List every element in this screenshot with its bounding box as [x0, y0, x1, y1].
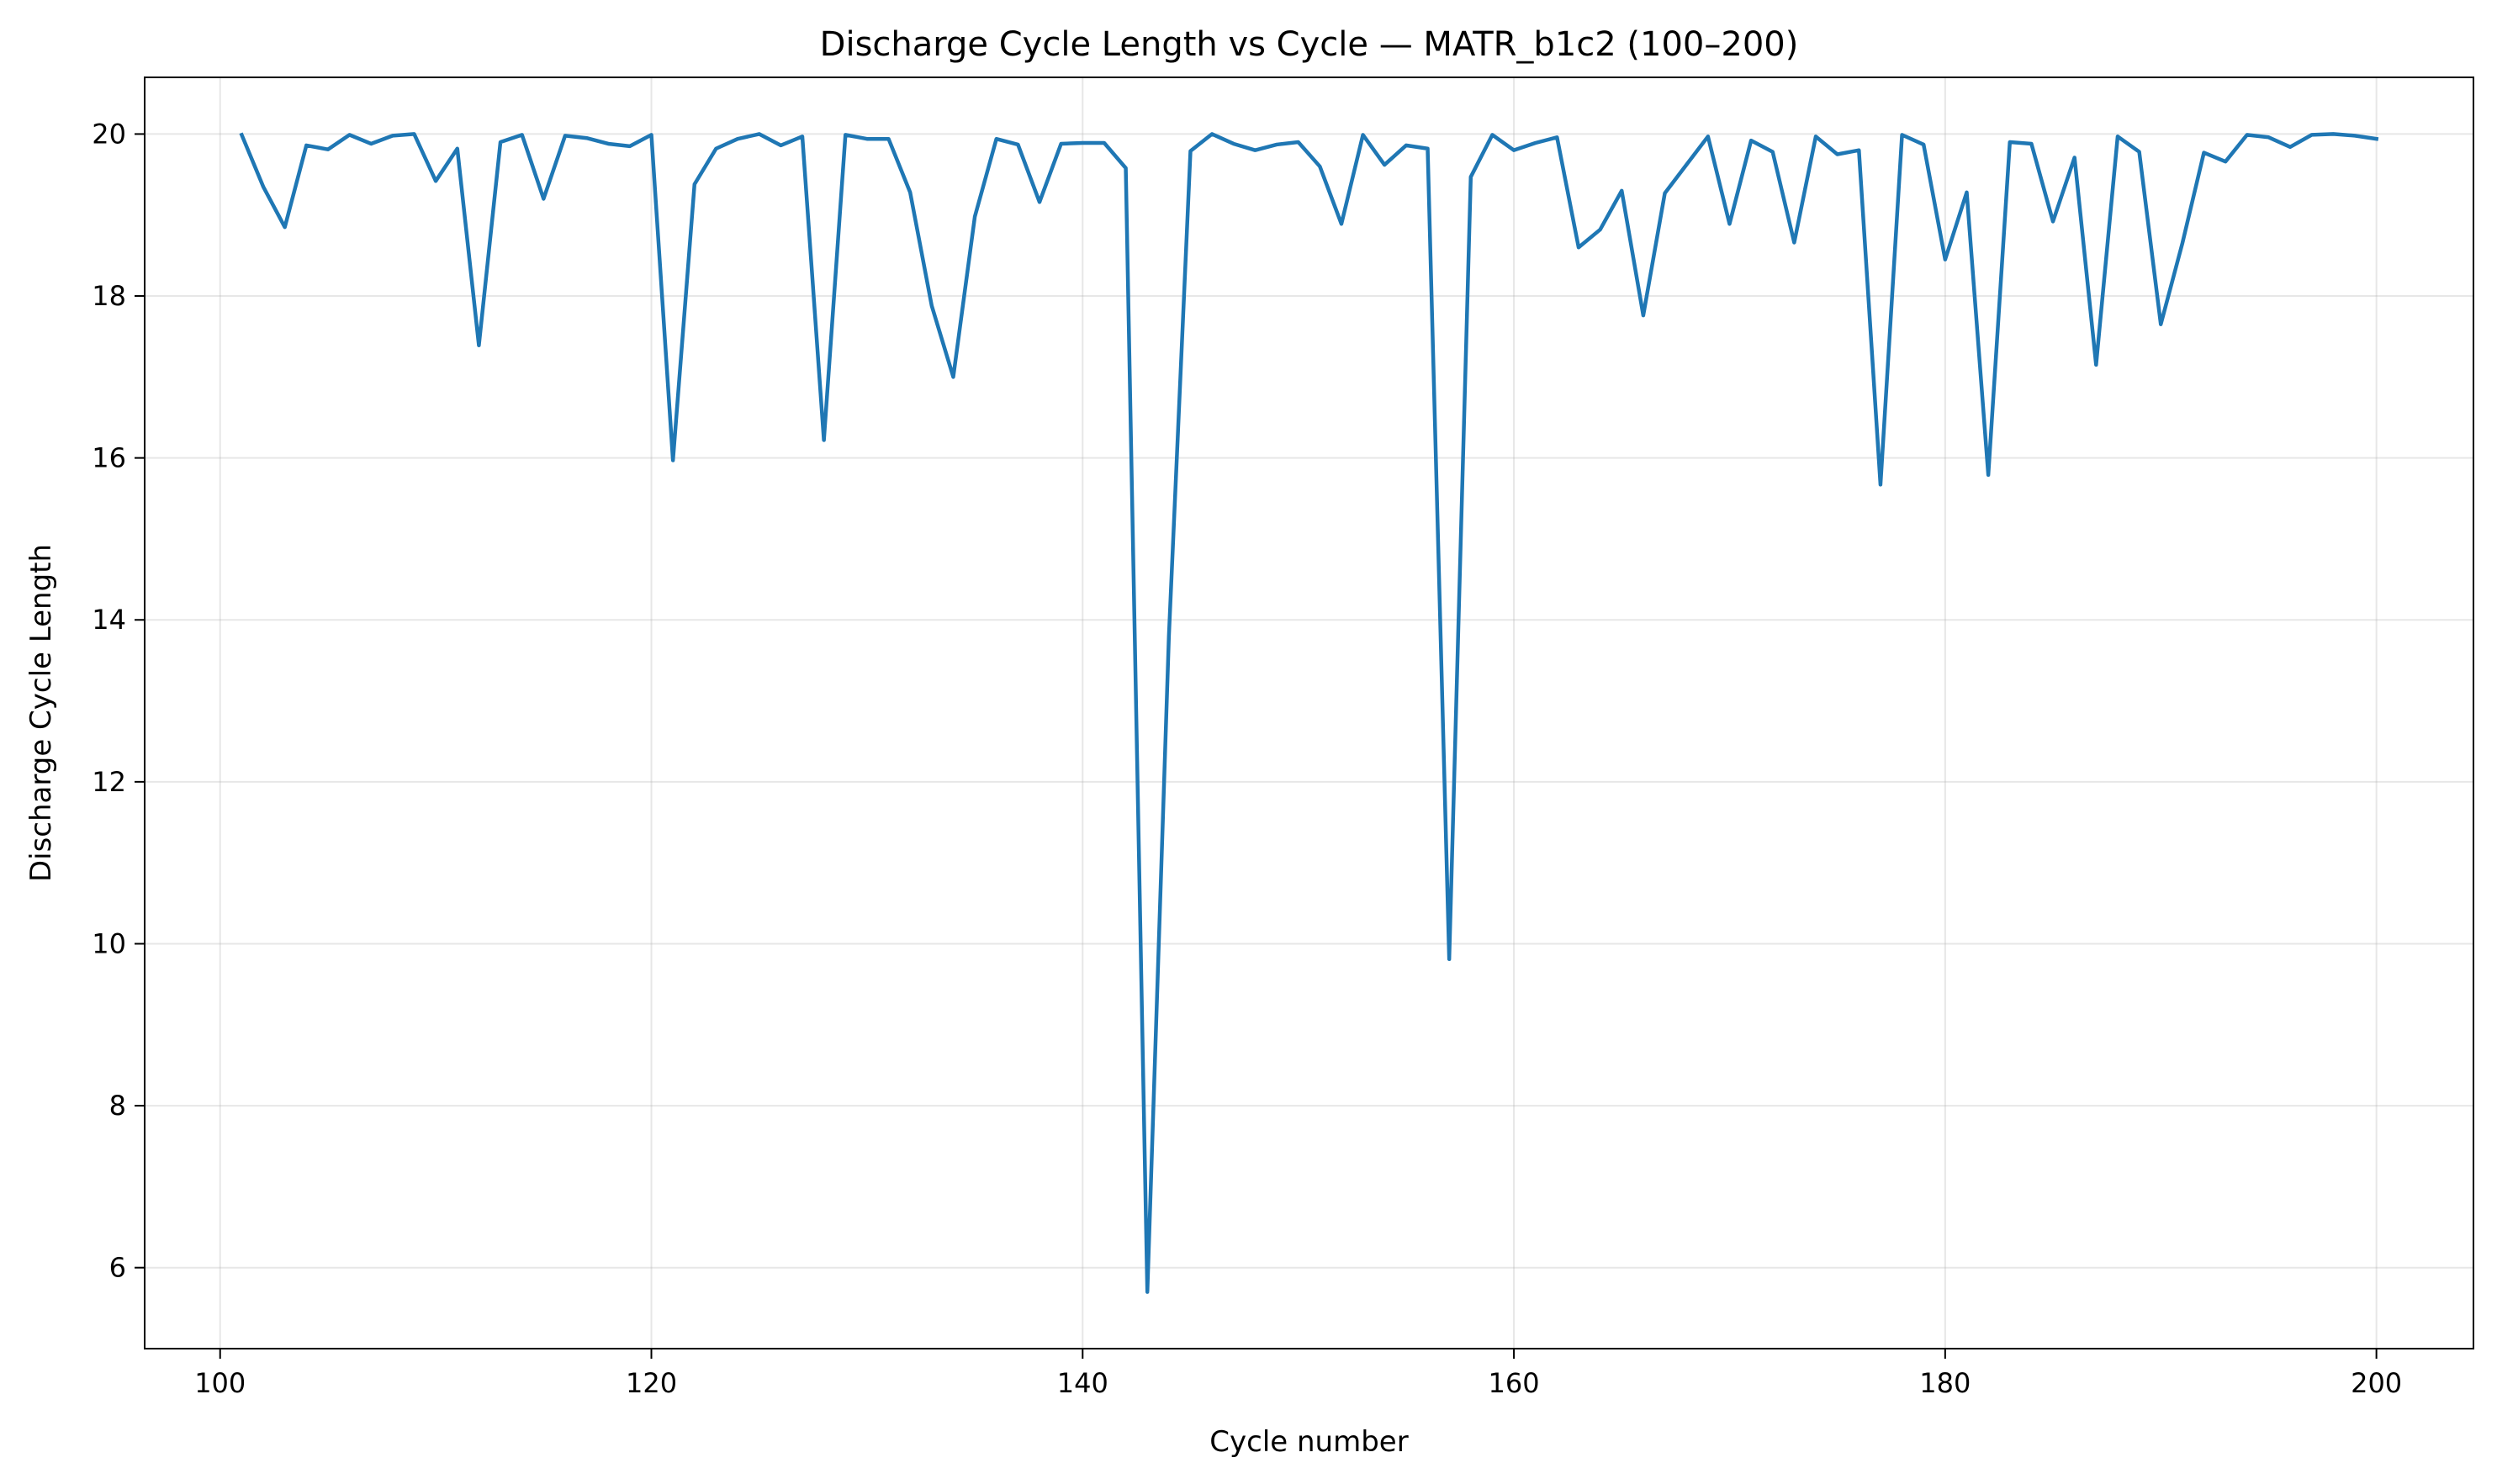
y-tick-label: 8	[109, 1090, 126, 1122]
y-axis-ticks: 6 8 10 12 14 16 18 20	[92, 118, 145, 1284]
x-tick-label: 160	[1489, 1367, 1540, 1399]
y-tick-label: 18	[92, 280, 126, 312]
x-tick-label: 100	[194, 1367, 246, 1399]
chart-title: Discharge Cycle Length vs Cycle — MATR_b…	[820, 25, 1799, 64]
plot-area	[239, 132, 2379, 1294]
x-axis-ticks: 100 120 140 160 180 200	[194, 1349, 2402, 1399]
x-tick-label: 200	[2351, 1367, 2402, 1399]
y-tick-label: 20	[92, 118, 126, 150]
y-tick-label: 6	[109, 1252, 126, 1284]
x-tick-label: 140	[1057, 1367, 1108, 1399]
grid-lines	[145, 77, 2473, 1349]
plot-frame	[144, 77, 2474, 1349]
y-tick-label: 10	[92, 927, 126, 959]
x-axis-label: Cycle number	[1209, 1425, 1408, 1459]
y-tick-label: 12	[92, 766, 126, 798]
series-line	[239, 132, 2379, 1294]
y-tick-label: 16	[92, 442, 126, 474]
y-tick-label: 14	[92, 604, 126, 636]
y-axis-label: Discharge Cycle Length	[24, 544, 58, 882]
x-tick-label: 120	[626, 1367, 677, 1399]
x-tick-label: 180	[1919, 1367, 1971, 1399]
